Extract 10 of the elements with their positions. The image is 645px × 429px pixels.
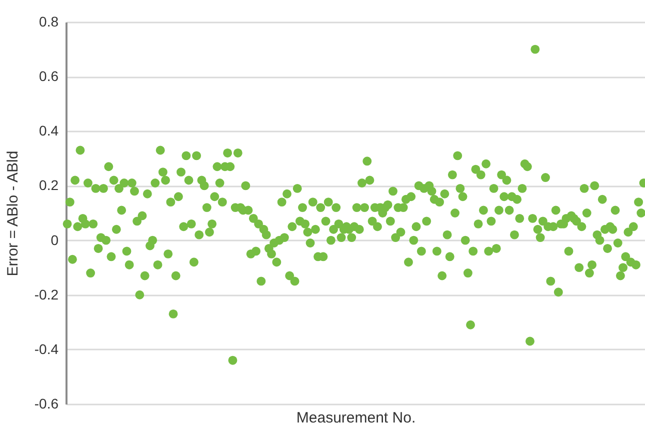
y-tick-label: -0.4 <box>34 340 59 357</box>
x-axis-title: Measurement No. <box>296 410 416 426</box>
y-tick-label: -0.2 <box>34 286 59 302</box>
y-tick-label: 0.6 <box>39 68 59 84</box>
y-tick-label: 0.4 <box>39 122 59 139</box>
y-tick-label: 0.2 <box>39 177 59 194</box>
y-tick-label: 0 <box>50 232 59 248</box>
y-tick-label: 0.8 <box>39 14 59 30</box>
y-tick-label: -0.6 <box>34 396 59 412</box>
y-axis-title: Error = ABlo - ABld <box>4 150 22 276</box>
